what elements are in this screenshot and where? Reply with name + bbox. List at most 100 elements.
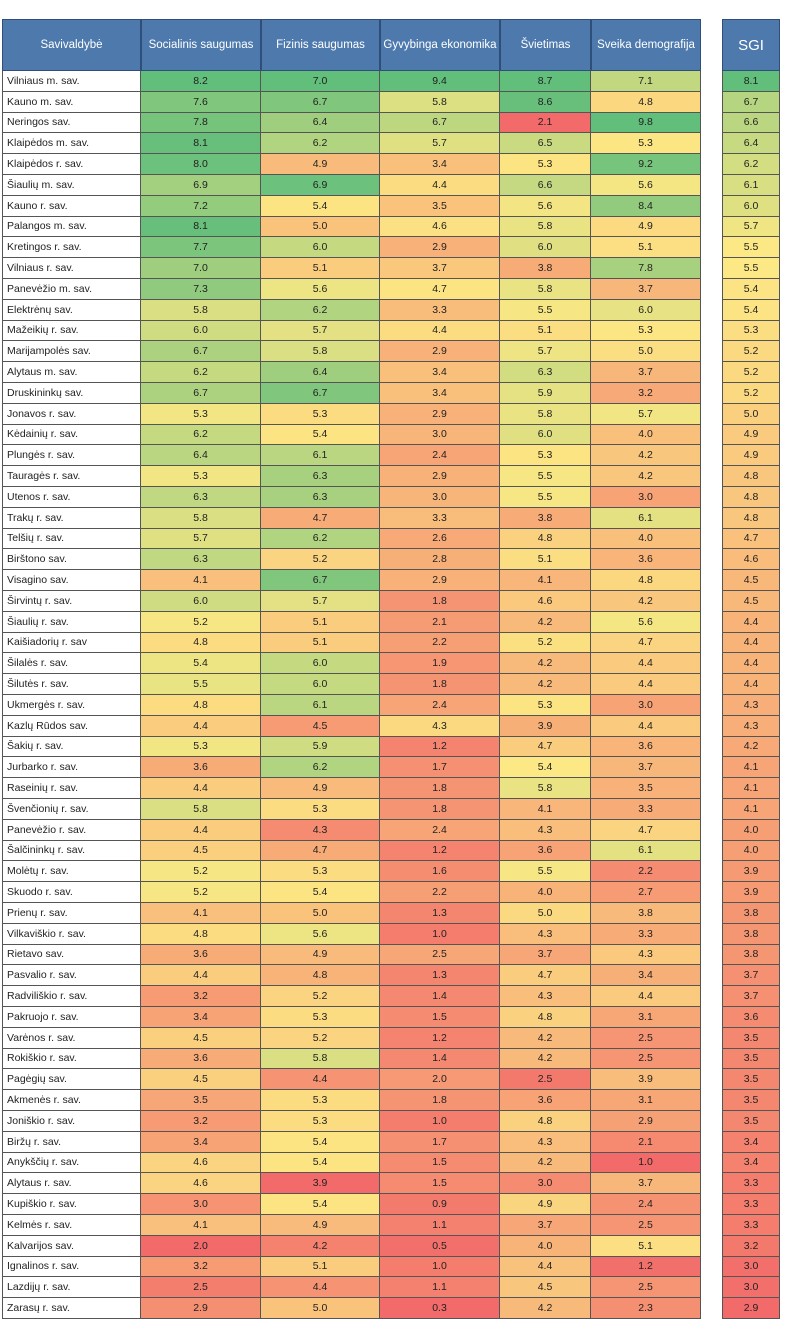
score-cell: 2.0 bbox=[380, 1069, 500, 1091]
municipality-name: Elektrėnų sav. bbox=[2, 299, 141, 321]
score-cell: 6.2 bbox=[261, 133, 380, 155]
municipality-name: Panevėžio r. sav. bbox=[2, 819, 141, 841]
municipality-name: Joniškio r. sav. bbox=[2, 1111, 141, 1132]
score-cell: 4.2 bbox=[261, 1235, 380, 1257]
score-cell: 3.4 bbox=[380, 154, 500, 175]
sgi-cell: 4.0 bbox=[722, 819, 780, 841]
score-cell: 5.3 bbox=[261, 1111, 380, 1132]
score-cell: 2.1 bbox=[380, 611, 500, 633]
municipality-name: Kėdainių r. sav. bbox=[2, 424, 141, 446]
score-cell: 4.3 bbox=[500, 986, 591, 1007]
score-cell: 2.5 bbox=[591, 1048, 701, 1070]
score-cell: 4.0 bbox=[500, 882, 591, 903]
score-cell: 6.0 bbox=[261, 653, 380, 675]
score-cell: 5.8 bbox=[500, 279, 591, 300]
score-cell: 6.2 bbox=[141, 424, 261, 446]
score-cell: 4.4 bbox=[141, 715, 261, 737]
score-cell: 8.7 bbox=[500, 71, 591, 92]
score-cell: 2.1 bbox=[500, 112, 591, 134]
score-cell: 4.4 bbox=[141, 778, 261, 799]
sgi-cell: 3.9 bbox=[722, 882, 780, 903]
score-cell: 4.8 bbox=[591, 570, 701, 591]
sgi-cell: 5.3 bbox=[722, 320, 780, 342]
score-cell: 7.8 bbox=[141, 112, 261, 134]
score-cell: 2.5 bbox=[380, 944, 500, 966]
sgi-cell: 3.5 bbox=[722, 1090, 780, 1111]
score-cell: 5.8 bbox=[141, 507, 261, 529]
score-cell: 8.0 bbox=[141, 154, 261, 175]
score-cell: 4.1 bbox=[500, 570, 591, 591]
score-cell: 2.4 bbox=[380, 695, 500, 716]
score-cell: 0.3 bbox=[380, 1298, 500, 1319]
score-cell: 4.1 bbox=[500, 799, 591, 820]
score-cell: 4.9 bbox=[500, 1194, 591, 1215]
score-cell: 1.8 bbox=[380, 1090, 500, 1111]
score-cell: 4.3 bbox=[591, 944, 701, 966]
score-cell: 3.7 bbox=[591, 757, 701, 779]
score-cell: 4.8 bbox=[500, 528, 591, 550]
score-cell: 4.2 bbox=[591, 445, 701, 467]
score-cell: 4.8 bbox=[500, 1007, 591, 1028]
score-cell: 5.7 bbox=[380, 133, 500, 155]
municipality-name: Vilniaus m. sav. bbox=[2, 71, 141, 92]
column-header: Savivaldybė bbox=[2, 19, 141, 71]
municipality-name: Ukmergės r. sav. bbox=[2, 695, 141, 716]
sgi-cell: 4.8 bbox=[722, 507, 780, 529]
score-cell: 5.1 bbox=[261, 632, 380, 654]
municipality-name: Birštono sav. bbox=[2, 549, 141, 571]
sgi-cell: 5.4 bbox=[722, 299, 780, 321]
score-cell: 3.6 bbox=[141, 944, 261, 966]
score-cell: 5.2 bbox=[261, 986, 380, 1007]
score-cell: 1.5 bbox=[380, 1152, 500, 1174]
score-cell: 5.9 bbox=[500, 383, 591, 404]
score-cell: 5.8 bbox=[141, 299, 261, 321]
municipality-name: Klaipėdos m. sav. bbox=[2, 133, 141, 155]
municipality-name: Panevėžio m. sav. bbox=[2, 279, 141, 300]
score-cell: 3.3 bbox=[380, 507, 500, 529]
score-cell: 5.3 bbox=[500, 695, 591, 716]
score-cell: 4.0 bbox=[591, 424, 701, 446]
municipality-name: Prienų r. sav. bbox=[2, 903, 141, 924]
score-cell: 2.9 bbox=[141, 1298, 261, 1319]
municipality-name: Kelmės r. sav. bbox=[2, 1215, 141, 1236]
score-cell: 6.1 bbox=[261, 695, 380, 716]
score-cell: 6.2 bbox=[261, 299, 380, 321]
score-cell: 5.4 bbox=[500, 757, 591, 779]
score-cell: 9.2 bbox=[591, 154, 701, 175]
municipality-name: Lazdijų r. sav. bbox=[2, 1277, 141, 1299]
score-cell: 1.2 bbox=[380, 1027, 500, 1049]
sgi-cell: 4.0 bbox=[722, 840, 780, 862]
municipality-name: Varėnos r. sav. bbox=[2, 1027, 141, 1049]
score-cell: 7.6 bbox=[141, 91, 261, 113]
score-cell: 6.0 bbox=[500, 237, 591, 259]
score-cell: 6.0 bbox=[261, 237, 380, 259]
municipality-name: Kaišiadorių r. sav bbox=[2, 632, 141, 654]
score-cell: 4.2 bbox=[500, 1027, 591, 1049]
score-cell: 3.4 bbox=[380, 362, 500, 383]
score-cell: 6.3 bbox=[261, 466, 380, 487]
sgi-cell: 5.5 bbox=[722, 237, 780, 259]
score-cell: 8.2 bbox=[141, 71, 261, 92]
municipality-name: Visagino sav. bbox=[2, 570, 141, 591]
municipality-name: Molėtų r. sav. bbox=[2, 861, 141, 883]
score-cell: 3.7 bbox=[380, 258, 500, 279]
municipality-name: Trakų r. sav. bbox=[2, 507, 141, 529]
score-cell: 3.5 bbox=[141, 1090, 261, 1111]
column-header: Švietimas bbox=[500, 19, 591, 71]
score-cell: 2.9 bbox=[380, 341, 500, 363]
score-cell: 6.2 bbox=[261, 528, 380, 550]
score-cell: 3.2 bbox=[141, 986, 261, 1007]
score-cell: 2.5 bbox=[591, 1215, 701, 1236]
sgi-cell: 3.7 bbox=[722, 986, 780, 1007]
score-cell: 4.2 bbox=[500, 674, 591, 695]
sgi-cell: 4.4 bbox=[722, 674, 780, 695]
score-cell: 5.0 bbox=[261, 1298, 380, 1319]
score-cell: 5.2 bbox=[141, 861, 261, 883]
score-cell: 7.0 bbox=[141, 258, 261, 279]
score-cell: 3.9 bbox=[500, 715, 591, 737]
score-cell: 3.3 bbox=[380, 299, 500, 321]
score-cell: 3.2 bbox=[141, 1256, 261, 1278]
score-cell: 1.3 bbox=[380, 965, 500, 987]
score-cell: 5.0 bbox=[261, 216, 380, 238]
municipality-name: Skuodo r. sav. bbox=[2, 882, 141, 903]
